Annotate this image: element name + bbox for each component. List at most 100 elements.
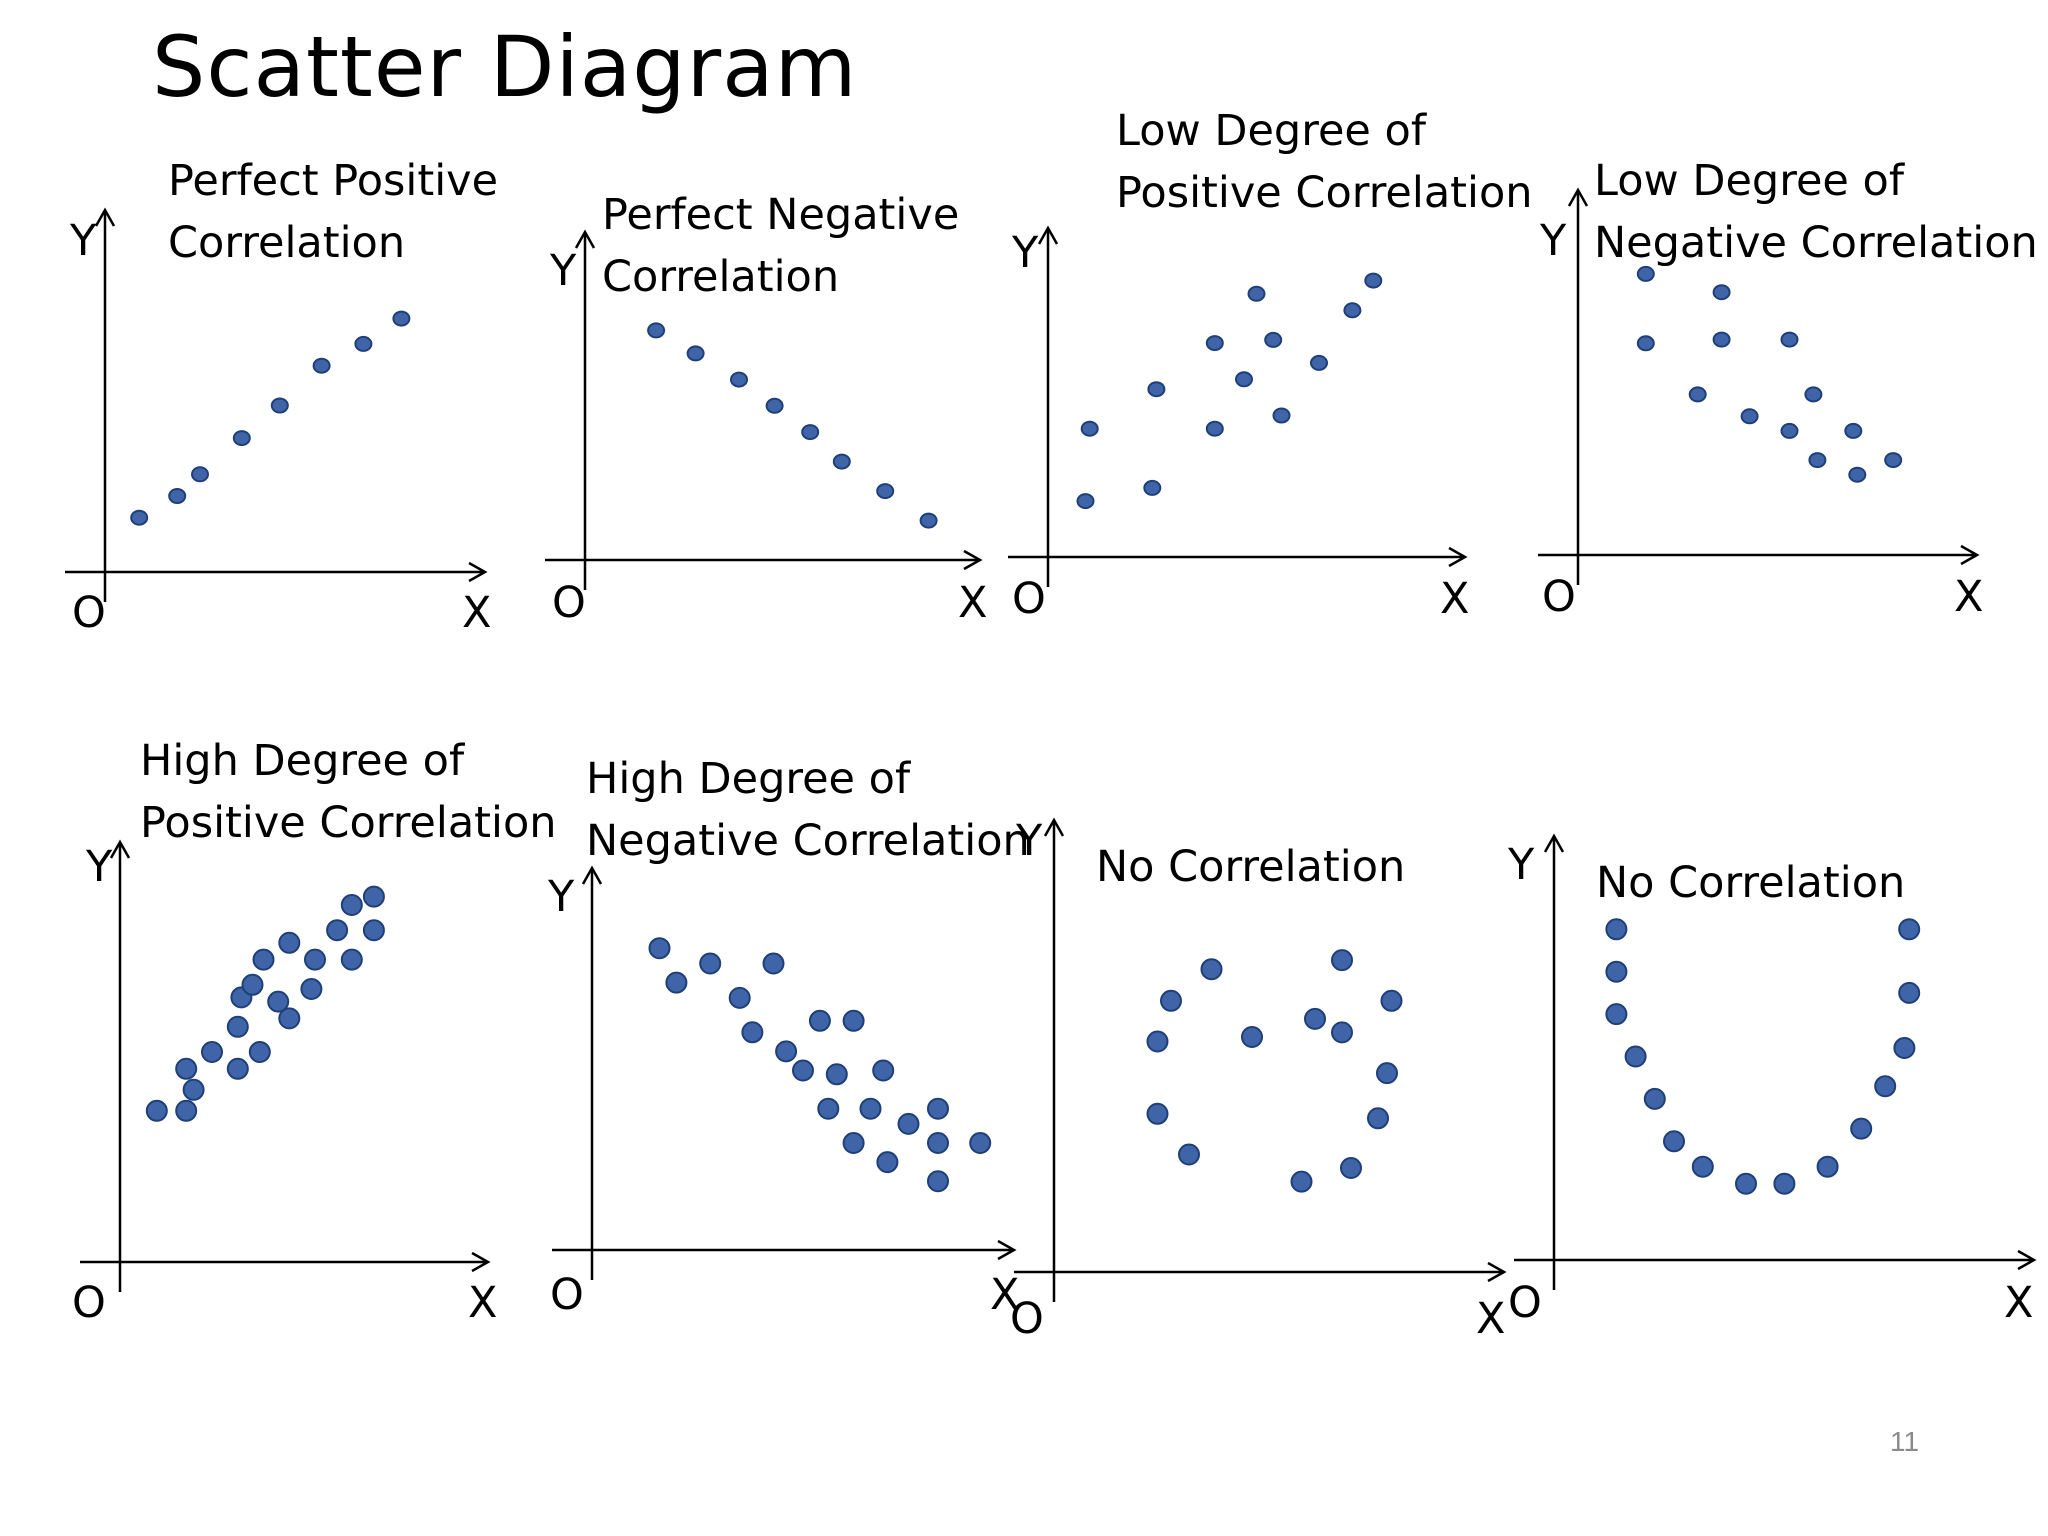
x-axis-arrow <box>997 1239 1017 1261</box>
data-point <box>232 430 251 447</box>
data-point <box>1247 285 1266 302</box>
origin-label: O <box>72 588 106 638</box>
panel-title-line: Correlation <box>602 252 840 302</box>
data-point <box>1780 422 1799 439</box>
data-point <box>1804 386 1823 403</box>
data-point <box>1898 918 1921 941</box>
y-axis-label: Y <box>1012 228 1039 278</box>
data-point <box>326 919 349 942</box>
y-axis-arrow <box>1543 833 1565 853</box>
data-point <box>312 357 331 374</box>
y-axis-label: Y <box>1016 816 1043 866</box>
data-point <box>1850 1117 1873 1140</box>
data-point <box>1340 1157 1362 1179</box>
data-point <box>686 345 705 362</box>
data-point <box>1884 452 1903 469</box>
data-point <box>817 1097 840 1120</box>
data-point <box>1844 422 1863 439</box>
data-point <box>130 509 149 526</box>
data-point <box>927 1097 949 1120</box>
data-point <box>1076 493 1095 510</box>
x-axis-label: X <box>1440 574 1470 624</box>
data-point <box>191 466 209 483</box>
data-point <box>1331 1021 1353 1044</box>
y-axis-arrow <box>581 865 603 885</box>
data-point <box>1272 407 1291 424</box>
data-point <box>1848 466 1867 483</box>
data-point <box>226 1057 249 1080</box>
data-point <box>1200 958 1223 981</box>
origin-label: O <box>550 1270 584 1320</box>
data-point <box>1624 1045 1647 1068</box>
y-axis-label: Y <box>86 842 113 892</box>
data-point <box>1160 989 1182 1012</box>
panel-title-line: Perfect Positive <box>168 156 499 206</box>
data-point <box>1304 1007 1326 1030</box>
data-point <box>859 1097 882 1120</box>
data-point <box>832 453 851 470</box>
data-point <box>825 1063 848 1086</box>
data-point <box>175 1099 198 1122</box>
origin-label: O <box>1012 574 1046 624</box>
data-point <box>1712 284 1731 301</box>
panel-title-line: Perfect Negative <box>602 190 960 240</box>
data-point <box>1380 989 1403 1012</box>
data-point <box>872 1059 895 1082</box>
data-point <box>927 1132 949 1154</box>
y-axis-label: Y <box>1508 840 1535 890</box>
data-point <box>1146 1030 1169 1053</box>
data-point <box>699 952 722 975</box>
panel-title: Perfect Positive Correlation <box>168 150 498 274</box>
data-point <box>1780 331 1799 348</box>
x-axis-arrow <box>471 1251 491 1273</box>
panel-title-line: Positive Correlation <box>140 798 557 848</box>
data-point <box>1290 1170 1313 1193</box>
data-point <box>741 1021 764 1044</box>
data-point <box>1691 1155 1714 1178</box>
data-point <box>278 931 301 954</box>
data-point <box>241 973 264 996</box>
panel-title-line: Low Degree of <box>1594 156 1904 206</box>
slide-title: Scatter Diagram <box>152 18 858 116</box>
x-axis-label: X <box>462 588 492 638</box>
data-point <box>267 990 290 1013</box>
panel-title-line: High Degree of <box>586 754 911 804</box>
data-point <box>1773 1172 1796 1195</box>
data-point <box>1605 1003 1628 1026</box>
y-axis-label: Y <box>1540 216 1567 266</box>
data-point <box>1636 265 1655 282</box>
data-point <box>1874 1075 1897 1098</box>
data-point <box>1898 981 1921 1004</box>
data-point <box>278 1007 301 1030</box>
x-axis-arrow <box>1487 1261 1507 1283</box>
data-point <box>808 1009 831 1032</box>
panel-title: Low Degree of Negative Correlation <box>1594 150 2038 274</box>
data-point <box>340 948 363 971</box>
panel-title: High Degree of Negative Correlation <box>586 748 1030 872</box>
data-point <box>1712 331 1731 348</box>
data-point <box>270 397 289 414</box>
y-axis-label: Y <box>550 246 577 296</box>
data-point <box>182 1078 205 1101</box>
y-axis-arrow <box>109 839 131 859</box>
origin-label: O <box>552 578 586 628</box>
data-point <box>168 488 187 504</box>
y-axis-arrow <box>1037 225 1059 245</box>
x-axis-arrow <box>963 549 983 571</box>
data-point <box>1205 420 1224 437</box>
data-point <box>1367 1107 1389 1130</box>
data-point <box>362 885 385 908</box>
data-point <box>1241 1026 1263 1048</box>
data-point <box>1376 1062 1398 1085</box>
data-point <box>1343 302 1362 319</box>
data-point <box>1893 1037 1916 1059</box>
data-point <box>648 937 671 960</box>
data-point <box>1605 918 1628 941</box>
y-axis-label: Y <box>70 216 97 266</box>
x-axis-arrow <box>2017 1249 2037 1271</box>
data-point <box>175 1057 198 1080</box>
data-point <box>876 1151 899 1174</box>
